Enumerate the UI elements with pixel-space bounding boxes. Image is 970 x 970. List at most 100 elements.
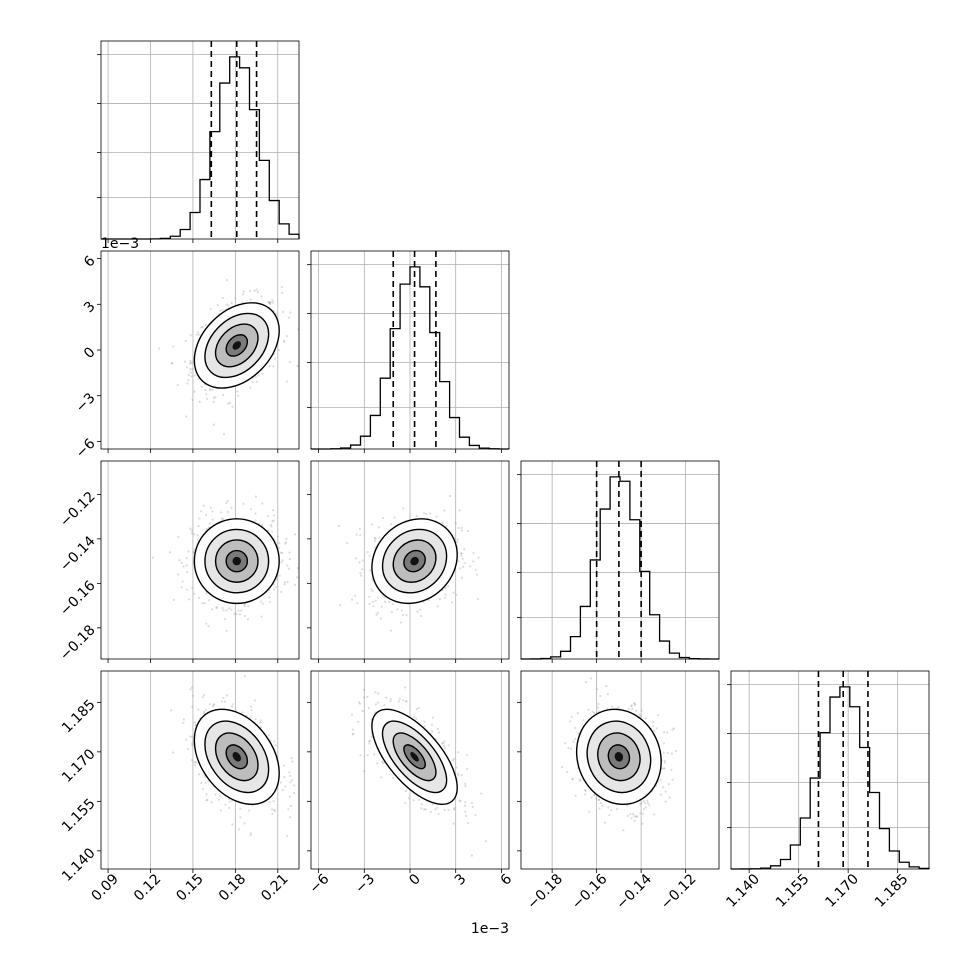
x-tick-label: −0.18 <box>524 871 566 913</box>
sample-point <box>393 516 396 519</box>
sample-point <box>404 802 407 805</box>
y-tick-label: 1.185 <box>59 697 99 737</box>
sample-point <box>420 614 423 618</box>
sample-point <box>458 799 461 802</box>
sample-point <box>359 753 362 757</box>
density-fill-4 <box>410 752 419 762</box>
sample-point <box>566 770 569 774</box>
contour-1 <box>381 528 448 594</box>
sample-point <box>195 333 198 336</box>
x-tick-label: 1.155 <box>773 871 813 911</box>
sample-point <box>186 571 189 574</box>
sample-point <box>235 612 238 616</box>
sample-point <box>378 536 381 539</box>
sample-point <box>273 588 276 591</box>
sample-point <box>227 607 231 610</box>
sample-point <box>630 817 633 820</box>
sample-point <box>379 617 382 620</box>
sample-point <box>283 340 286 343</box>
sample-point <box>226 499 229 502</box>
sample-point <box>287 316 291 319</box>
sample-point <box>293 791 296 795</box>
sample-point <box>480 792 483 795</box>
sample-point <box>476 598 480 601</box>
sample-point <box>290 779 294 782</box>
sample-point <box>641 812 644 815</box>
sample-point <box>652 720 655 723</box>
sample-point <box>208 388 212 391</box>
sample-point <box>644 806 647 809</box>
sample-point <box>205 622 208 625</box>
sample-point <box>640 802 643 805</box>
sample-point <box>470 801 473 805</box>
sample-point <box>208 703 212 706</box>
panel-2-0 <box>97 460 300 663</box>
sample-point <box>368 595 371 598</box>
sample-point <box>220 511 223 514</box>
sample-point <box>584 788 587 792</box>
sample-point <box>202 504 205 507</box>
sample-point <box>444 586 447 589</box>
sample-point <box>603 821 607 824</box>
sample-point <box>272 800 275 803</box>
sample-point <box>460 773 463 777</box>
sample-point <box>417 798 420 801</box>
sample-point <box>257 374 260 377</box>
sample-point <box>211 510 214 513</box>
sample-point <box>459 799 462 803</box>
sample-point <box>227 304 230 307</box>
sample-point <box>230 301 233 305</box>
sample-point <box>436 727 439 730</box>
sample-point <box>260 295 263 298</box>
sample-point <box>280 590 283 594</box>
sample-point <box>281 551 284 555</box>
sample-point <box>182 718 185 721</box>
sample-point <box>201 788 205 791</box>
sample-point <box>398 697 401 701</box>
sample-point <box>474 568 477 572</box>
sample-point <box>212 400 215 404</box>
sample-point <box>662 742 665 745</box>
panel-frame <box>730 670 930 870</box>
sample-point <box>189 527 192 530</box>
sample-point <box>210 801 213 804</box>
sample-point <box>358 701 361 704</box>
sample-point <box>237 828 240 831</box>
sample-point <box>591 710 594 713</box>
contour-2 <box>214 323 259 368</box>
sample-point <box>460 576 463 579</box>
sample-point <box>431 716 435 719</box>
sample-point <box>377 526 381 529</box>
sample-point <box>662 767 665 770</box>
sample-point <box>389 523 393 526</box>
sample-point <box>465 767 469 771</box>
sample-point <box>441 742 445 745</box>
sample-point <box>254 718 257 721</box>
sample-point <box>177 535 180 539</box>
sample-point <box>451 759 454 762</box>
sample-point <box>443 740 446 743</box>
sample-point <box>368 602 371 605</box>
sample-point <box>578 778 582 781</box>
sample-point <box>450 601 454 604</box>
y-offset-label: 1e−3 <box>101 236 139 252</box>
sample-point <box>671 728 674 731</box>
sample-point <box>151 556 155 559</box>
sample-point <box>630 704 633 707</box>
sample-point <box>570 715 573 718</box>
sample-point <box>222 517 225 521</box>
sample-point <box>375 613 378 616</box>
sample-point <box>284 785 287 788</box>
contour-1 <box>586 720 652 794</box>
sample-point <box>576 712 579 715</box>
x-tick-label: 1.170 <box>822 871 862 911</box>
sample-point <box>405 700 408 703</box>
sample-point <box>285 537 288 540</box>
sample-point <box>205 793 208 796</box>
sample-point <box>441 742 444 745</box>
sample-point <box>359 571 362 575</box>
sample-point <box>214 396 217 399</box>
sample-point <box>641 822 644 825</box>
sample-point <box>211 705 215 708</box>
